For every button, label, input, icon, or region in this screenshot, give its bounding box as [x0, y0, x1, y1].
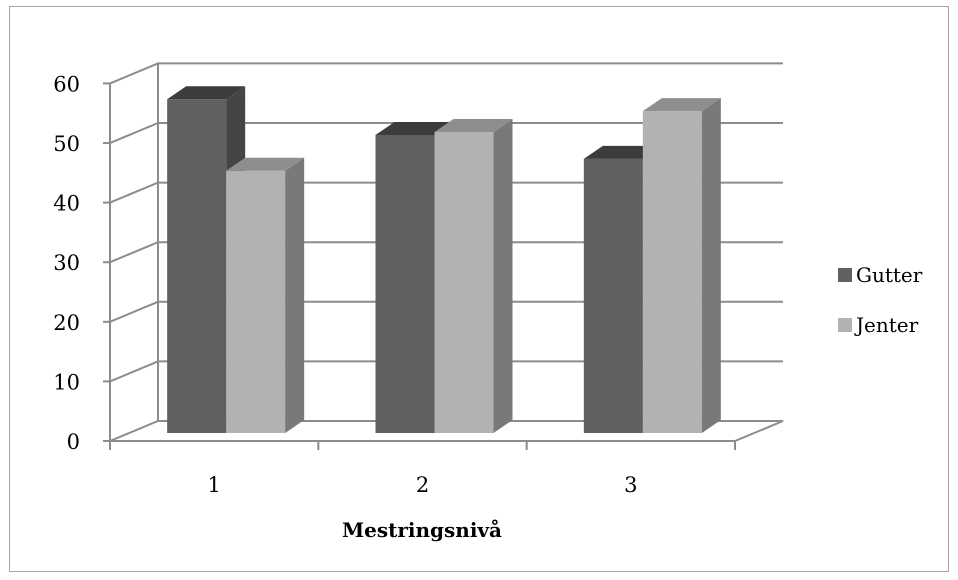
- legend-swatch-gutter: [838, 268, 852, 282]
- bar-side: [285, 157, 305, 433]
- gridline: [109, 181, 783, 204]
- gridlines: [109, 62, 783, 383]
- bar-top: [167, 86, 246, 100]
- gridline: [109, 241, 783, 264]
- y-tick-label: 30: [53, 251, 80, 275]
- legend-item-jenter: Jenter: [838, 312, 922, 338]
- bar: [226, 157, 305, 433]
- bar-top: [375, 122, 454, 135]
- legend: Gutter Jenter: [838, 262, 922, 362]
- y-tick-label: 0: [67, 430, 80, 454]
- y-tick-label: 40: [53, 192, 80, 216]
- legend-swatch-jenter: [838, 318, 852, 332]
- bars: [167, 86, 721, 434]
- x-tick-label: 3: [624, 473, 637, 497]
- gridline: [109, 300, 783, 323]
- legend-label-jenter: Jenter: [856, 313, 919, 337]
- bar: [434, 119, 513, 434]
- bar-front: [167, 99, 227, 434]
- bar-front: [583, 158, 643, 433]
- bar-top: [642, 98, 721, 112]
- x-tick-label: 1: [207, 473, 220, 497]
- bar-front: [642, 111, 702, 433]
- gridline: [109, 122, 783, 144]
- legend-item-gutter: Gutter: [838, 262, 922, 288]
- y-tick-label: 10: [53, 370, 80, 394]
- bar-front: [434, 132, 494, 433]
- y-tick-label: 60: [53, 72, 80, 96]
- legend-label-gutter: Gutter: [856, 263, 923, 287]
- bar-front: [226, 170, 286, 433]
- bar-side: [493, 119, 513, 434]
- y-tick-label: 20: [53, 311, 80, 335]
- bar-top: [434, 119, 513, 133]
- bar-front: [375, 135, 435, 433]
- y-axis: 0 10 20 30 40 50 60: [53, 72, 111, 454]
- x-tick-label: 2: [416, 473, 429, 497]
- y-tick-label: 50: [53, 132, 80, 156]
- bar: [642, 98, 721, 433]
- x-axis-title: Mestringsnivå: [342, 518, 502, 542]
- bar-top: [226, 157, 305, 171]
- bar-top: [583, 145, 662, 159]
- x-axis: 1 2 3: [109, 440, 736, 497]
- gridline: [109, 62, 783, 85]
- gridline: [109, 360, 783, 383]
- bar-side: [701, 98, 721, 433]
